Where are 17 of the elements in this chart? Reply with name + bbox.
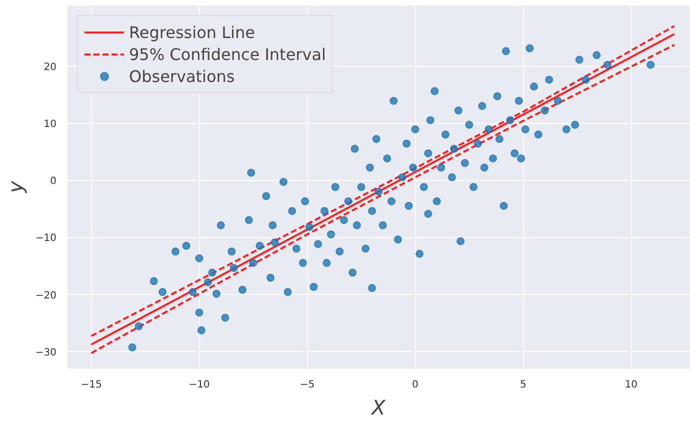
x-tick-label: −15 <box>80 380 102 390</box>
y-tick-label: −20 <box>35 290 57 302</box>
legend-label: 95% Confidence Interval <box>129 44 326 64</box>
y-axis-title: y <box>3 180 28 194</box>
legend-label: Observations <box>129 66 235 86</box>
y-tick-label: 0 <box>50 176 57 188</box>
x-tick-label: −10 <box>188 380 210 390</box>
y-tick-label: 20 <box>44 62 57 73</box>
y-tick-label: −10 <box>35 233 57 244</box>
x-tick-label: 0 <box>412 380 418 390</box>
y-tick-label: −30 <box>35 347 57 358</box>
legend-label: Regression Line <box>129 22 255 42</box>
x-tick-label: 10 <box>624 380 638 390</box>
x-axis-title: X <box>370 396 387 420</box>
y-tick-label: 10 <box>44 119 57 130</box>
x-tick-label: 5 <box>520 380 526 390</box>
x-tick-label: −5 <box>300 380 315 390</box>
